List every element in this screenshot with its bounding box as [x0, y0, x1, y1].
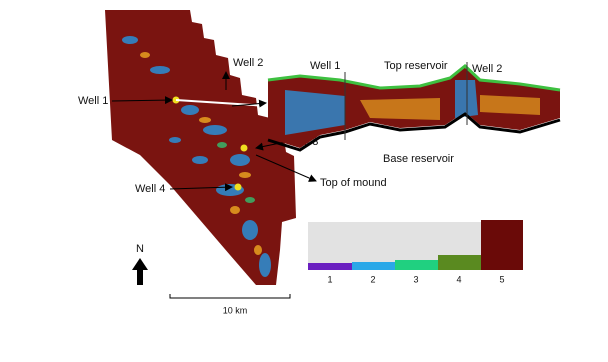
- scale-label: 10 km: [223, 305, 248, 315]
- well-label: Well 1: [78, 95, 108, 107]
- well-label: Well 4: [135, 183, 165, 195]
- annotation: Top reservoir: [384, 60, 448, 72]
- annotation: Base reservoir: [383, 153, 454, 165]
- legend-label: 3: [413, 274, 418, 284]
- well-label: Well 2: [472, 63, 502, 75]
- annotation: Top of mound: [320, 177, 387, 189]
- arrow: [169, 183, 233, 192]
- legend-label: 5: [499, 274, 504, 284]
- seismic-map: [105, 10, 296, 285]
- scale-bar: [169, 294, 291, 299]
- arrow: [231, 99, 267, 108]
- section-line: [175, 99, 269, 107]
- north-arrow: [132, 258, 148, 285]
- legend-label: 2: [370, 274, 375, 284]
- north-label: N: [136, 243, 144, 255]
- cross-section: [267, 62, 561, 152]
- legend-label: 1: [327, 274, 332, 284]
- arrow: [111, 96, 173, 105]
- well-label: Well 2: [233, 57, 263, 69]
- arrow: [255, 154, 317, 182]
- legend: [308, 220, 523, 270]
- legend-label: 4: [456, 274, 461, 284]
- well-label: Well 1: [310, 60, 340, 72]
